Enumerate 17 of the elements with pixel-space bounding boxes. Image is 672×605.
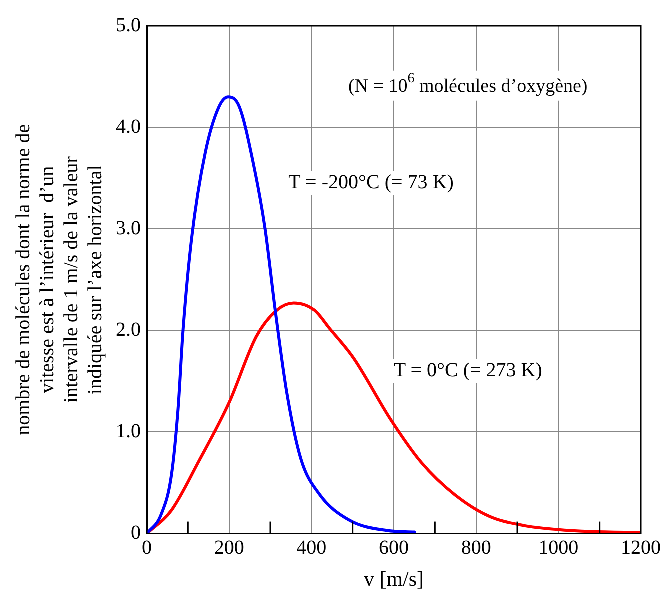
x-tick-label: 600	[379, 537, 409, 560]
x-tick-label: 200	[214, 537, 244, 560]
y-tick-label: 2.0	[116, 318, 141, 341]
y-tick-label: 0	[131, 522, 141, 544]
y-tick-label: 5.0	[116, 14, 141, 36]
line-series	[147, 302, 641, 534]
x-axis-title: v [m/s]	[364, 566, 424, 591]
x-tick-label: 400	[296, 537, 327, 560]
y-axis-title: nombre de molécules dont la norme de vitesse est à l’intérieur d’un intervalle de 1 m/s de la valeur indiquée sur l’axe horizontal	[12, 124, 106, 436]
series-label: T = 0°C (= 273 K)	[394, 360, 542, 382]
y-tick-label: 4.0	[116, 116, 141, 138]
x-tick-label: 800	[461, 537, 492, 560]
y-tick-label: 1.0	[116, 420, 141, 442]
x-tick-label: 1200	[621, 537, 661, 560]
series-label: T = -200°C (= 73 K)	[288, 172, 454, 194]
y-tick-label: 3.0	[116, 217, 141, 240]
x-tick-label: 1000	[538, 537, 579, 560]
